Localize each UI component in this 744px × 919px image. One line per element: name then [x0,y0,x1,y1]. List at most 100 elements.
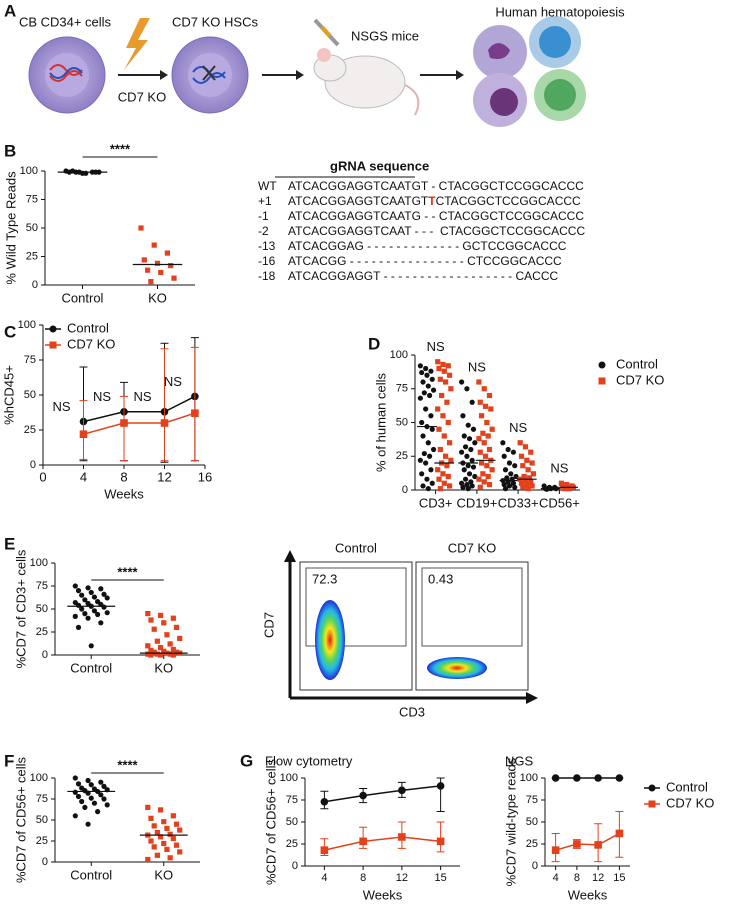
point [437,486,443,492]
point [441,480,447,486]
flow-population [427,657,487,679]
point [459,480,465,486]
point [424,476,430,482]
gate-percent: 72.3 [312,571,337,586]
point [151,823,157,829]
annotation: NS [93,389,111,404]
point [320,846,329,854]
y-tick-label: 100 [520,772,538,784]
point [573,840,581,848]
point [466,436,473,442]
point [512,463,518,469]
point [506,483,513,489]
point [448,457,454,463]
point [439,392,445,399]
series-line [324,785,441,803]
point [101,604,107,610]
flow-title: CD7 KO [448,540,496,555]
point [425,440,431,446]
point [173,842,180,848]
point [443,379,449,385]
point [476,436,482,442]
sequence-segment: ATCACGGAG - - - - - - - - - - - - - GCTC… [288,239,567,253]
sequence: ATCACGGAGGTCAATGT - CTACGGCTCCGGCACCC [288,179,584,193]
point [500,440,506,446]
x-tick-label: 4 [321,872,327,884]
x-tick-label: CD3+ [419,495,453,510]
point [477,449,483,455]
point [462,444,469,450]
x-tick-label: 4 [553,872,559,884]
y-tick-label: 100 [390,349,408,361]
point [445,419,451,426]
legend-label: CD7 KO [67,336,115,351]
point [421,450,427,457]
point [423,406,429,412]
point [506,460,513,466]
point [148,652,154,658]
legend-marker [648,800,656,808]
point [472,473,478,480]
point [436,365,442,372]
sequence-segment: ATCACGGAGGTCAATGT [288,194,429,208]
point [85,777,91,784]
point [164,250,170,256]
point [440,413,446,419]
point [157,645,164,651]
x-tick-label: 15 [435,872,447,884]
point [148,647,154,653]
point [164,632,170,638]
point [101,796,107,802]
y-tick-label: 50 [26,222,38,234]
point [520,463,526,469]
arrow-head [160,70,168,80]
y-axis-label: %hCD45+ [1,365,16,425]
alignment-header: gRNA sequence [330,158,429,173]
x-tick-label: 12 [157,469,171,484]
point [430,446,437,453]
y-tick-label: 50 [36,603,48,615]
point [481,386,487,392]
point [168,263,174,269]
point [522,444,529,450]
schematic: CB CD34+ cells CD7 KO HSCs NSGS mice Hum… [19,4,625,127]
point [521,473,527,480]
series-line [555,832,620,851]
y-tick-label: 100 [18,319,36,331]
point [85,821,91,827]
point [151,844,157,850]
point [157,807,164,813]
y-axis-label: % of human cells [373,373,388,472]
mouse-ear [317,48,331,62]
point [425,383,431,389]
point [478,413,485,419]
point [513,473,519,480]
point [101,591,107,597]
point [444,399,450,405]
flow-population [315,600,345,680]
point [104,610,110,616]
variant-label: +1 [258,194,272,208]
significance-label: **** [110,141,131,156]
point [480,430,486,436]
point [529,483,535,489]
chart-title: Flow cytometry [265,753,353,768]
point [440,471,446,477]
point [573,774,581,782]
flow-y-label: CD7 [261,612,276,638]
point [478,460,485,466]
point [170,813,176,819]
arrow-head [296,70,304,80]
y-tick-label: 0 [32,279,38,291]
sequence-segment: ATCACGGAGGTCAATG - - CTACGGCTCCGGCACCC [288,209,584,223]
point [161,819,167,825]
point [158,269,164,276]
point [148,278,154,285]
point [465,422,471,428]
point [615,829,624,838]
y-tick-label: 25 [26,250,38,262]
legend-marker [49,325,57,333]
point [427,392,433,399]
point [85,615,91,621]
